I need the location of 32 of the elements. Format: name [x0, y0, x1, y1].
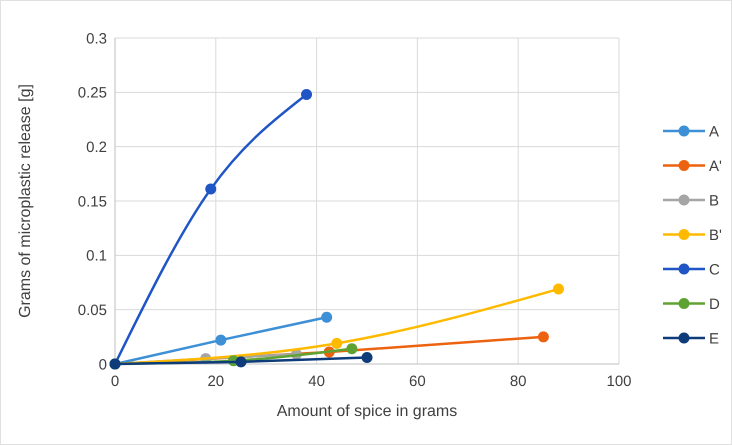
y-axis-title: Grams of microplastic release [g] [17, 84, 34, 318]
point [236, 356, 246, 368]
x-axis-title: Amount of spice in grams [276, 403, 458, 420]
point [301, 89, 312, 100]
x-tick-label: 0 [110, 373, 120, 390]
legend-label: E [709, 330, 720, 348]
point [331, 338, 342, 349]
y-tick-label: 0.1 [86, 248, 107, 265]
point [362, 352, 372, 363]
legend-label: B [709, 192, 720, 210]
point [215, 334, 226, 346]
y-tick-label: 0.3 [86, 30, 107, 48]
x-tick-label: 60 [409, 373, 426, 390]
x-tick-label: 80 [510, 373, 527, 390]
legend-label: A' [709, 158, 722, 175]
x-tick-label: 100 [606, 373, 632, 390]
x-tick-label: 40 [308, 373, 325, 390]
point [321, 312, 332, 323]
point [553, 284, 564, 295]
y-tick-label: 0.15 [78, 193, 107, 210]
point [538, 331, 549, 342]
x-tick-label: 20 [207, 373, 224, 390]
legend-label: D [709, 296, 720, 313]
y-tick-label: 0 [98, 356, 107, 374]
legend-label: B' [709, 226, 722, 244]
y-tick-label: 0.25 [78, 84, 107, 102]
point [346, 343, 358, 354]
y-tick-label: 0.05 [78, 302, 107, 319]
legend-label: A [709, 123, 720, 140]
point [205, 184, 216, 195]
legend-label: C [709, 261, 720, 278]
y-tick-label: 0.2 [86, 138, 107, 156]
